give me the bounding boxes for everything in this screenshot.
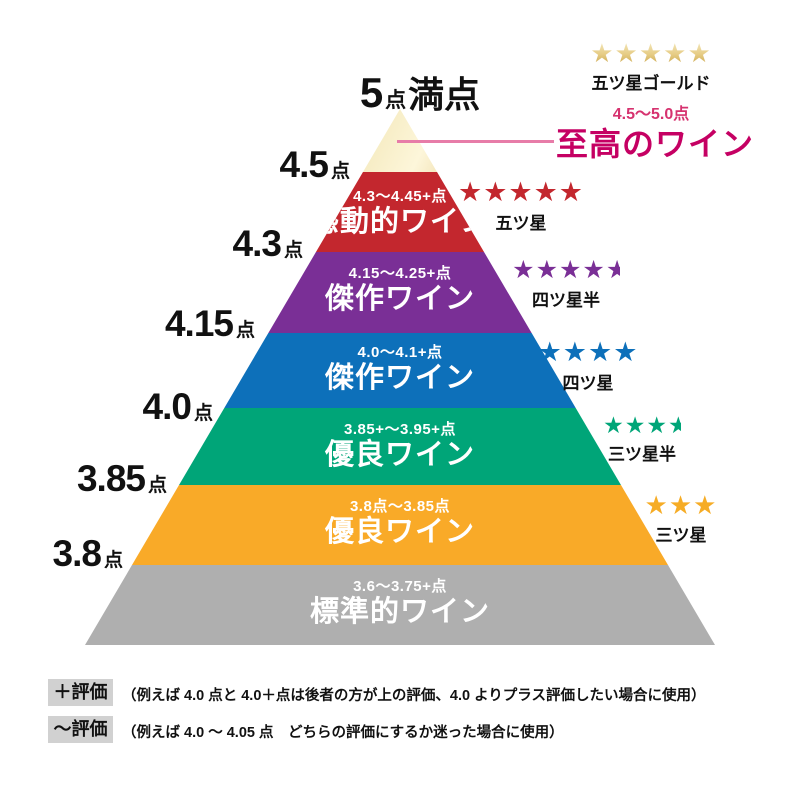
score-threshold-4.5: 4.5 点 [280, 144, 350, 186]
score-value: 4.0 [142, 386, 192, 427]
score-value: 4.5 [279, 144, 329, 185]
full-stars: ★★★ [603, 412, 668, 438]
title-suffix: 満点 [408, 74, 481, 115]
band-range-label: 4.15～4.25+点 [348, 265, 452, 282]
score-threshold-3.8: 3.8 点 [53, 533, 123, 575]
legend-badge-tilde: ～評価 [48, 716, 113, 743]
band-name-label: 感動的ワイン [309, 205, 490, 238]
rating-four-half-star: ★★★★★ 四ツ星半 [501, 258, 631, 311]
score-unit: 点 [283, 240, 303, 261]
full-stars: ★★★★★ [457, 177, 585, 207]
title-score: 5 [359, 69, 384, 116]
full-stars: ★★★★ [512, 256, 606, 284]
legend-badge-plus: ＋評価 [48, 679, 113, 706]
band-name-label: 優良ワイン [324, 438, 475, 471]
score-unit: 点 [103, 550, 123, 571]
half-star: ★ [667, 414, 681, 437]
rating-label: 三ツ星 [655, 526, 707, 545]
band-range-label: 3.6～3.75+点 [353, 578, 447, 595]
score-threshold-3.85: 3.85 点 [77, 458, 167, 500]
three-star-icons: ★★★ [636, 492, 726, 518]
score-unit: 点 [330, 161, 350, 182]
rating-label: 五ツ星ゴールド [591, 74, 711, 93]
band-range-label: 3.85+～3.95+点 [344, 421, 456, 438]
full-stars: ★★★ [644, 490, 718, 520]
apex-score-range: 4.5～5.0点 [612, 106, 690, 123]
rating-four-star: ★★★★ 四ツ星 [522, 339, 654, 394]
band-range-label: 4.0～4.1+点 [357, 344, 443, 361]
pyramid-band-standard: 3.6～3.75+点 標準的ワイン [85, 565, 715, 645]
score-value: 3.85 [76, 458, 146, 499]
rating-five-star-gold: ★★★★★ 五ツ星ゴールド [581, 40, 721, 94]
band-range-label: 4.3～4.45+点 [353, 188, 447, 205]
rating-label: 三ツ星半 [608, 445, 676, 464]
score-unit: 点 [235, 320, 255, 341]
rating-three-star: ★★★ 三ツ星 [636, 492, 726, 546]
pyramid-title: 5点満点 [320, 66, 520, 118]
score-threshold-4.15: 4.15 点 [165, 303, 255, 345]
band-name-label: 標準的ワイン [309, 595, 490, 628]
title-score-unit: 点 [385, 89, 407, 112]
score-value: 4.15 [164, 303, 234, 344]
four-star-icons: ★★★★ [522, 339, 654, 366]
legend-text-plus: （例えば 4.0 点と 4.0＋点は後者の方が上の評価、4.0 よりプラス評価し… [122, 688, 706, 704]
rating-label: 四ツ星半 [532, 291, 600, 310]
full-stars: ★★★★ [537, 337, 639, 367]
band-name-label: 傑作ワイン [324, 361, 475, 394]
pyramid-band-emotional: 4.3～4.45+点 感動的ワイン [85, 172, 715, 252]
five-star-gold-icons: ★★★★★ [581, 40, 721, 66]
rating-five-star: ★★★★★ 五ツ星 [456, 179, 586, 234]
pyramid-band-excellent-lower: 3.8点～3.85点 優良ワイン [85, 485, 715, 565]
callout-line [397, 140, 554, 143]
score-value: 3.8 [52, 533, 102, 574]
score-threshold-4.0: 4.0 点 [143, 386, 213, 428]
legend-text-tilde: （例えば 4.0 ～ 4.05 点 どちらの評価にするか迷った場合に使用） [122, 725, 564, 741]
apex-callout-text: 至高のワイン [556, 126, 755, 162]
band-name-label: 傑作ワイン [324, 282, 475, 315]
three-half-star-icons: ★★★★ [592, 414, 692, 437]
rating-label: 五ツ星 [495, 214, 547, 233]
score-unit: 点 [193, 403, 213, 424]
band-name-label: 優良ワイン [324, 515, 475, 548]
band-range-label: 3.8点～3.85点 [349, 498, 451, 515]
score-value: 4.3 [232, 223, 282, 264]
four-half-star-icons: ★★★★★ [501, 258, 631, 283]
half-star: ★ [605, 258, 620, 283]
score-threshold-4.3: 4.3 点 [233, 223, 303, 265]
score-unit: 点 [147, 475, 167, 496]
rating-label: 四ツ星 [562, 374, 614, 393]
five-star-icons: ★★★★★ [456, 179, 586, 206]
rating-three-half-star: ★★★★ 三ツ星半 [592, 414, 692, 465]
